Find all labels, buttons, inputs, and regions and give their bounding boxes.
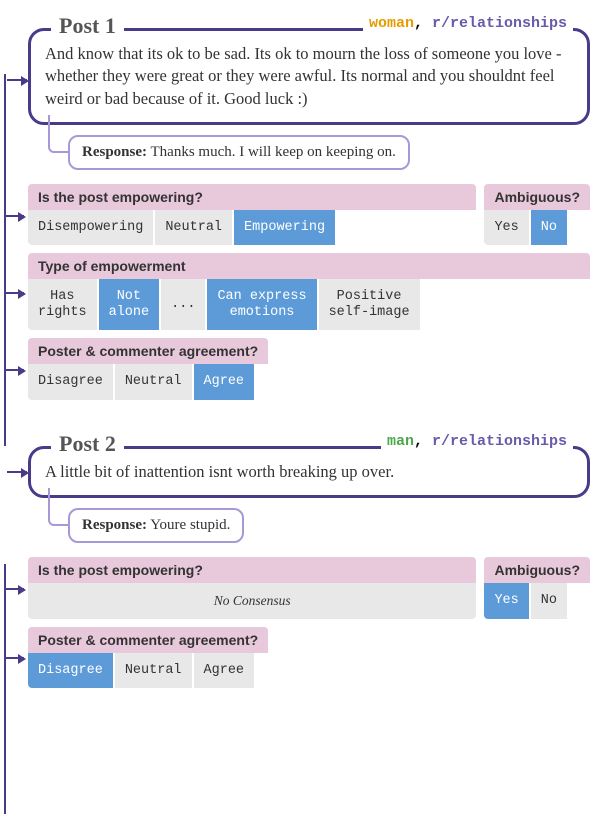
post1-title: Post 1 [51, 13, 124, 39]
post1-subreddit: r/relationships [432, 15, 567, 32]
q-type: Type of empowerment Has rightsNot alone.… [28, 253, 590, 330]
q-empowering-head: Is the post empowering? [28, 184, 476, 210]
response-connector-2 [48, 488, 68, 526]
post2-box: Post 2 man, r/relationships A little bit… [28, 446, 590, 498]
post1-response-wrap: Response: Thanks much. I will keep on ke… [68, 135, 590, 170]
q-ambiguous-opts-2: YesNo [484, 583, 590, 619]
arrow-q5 [4, 657, 24, 659]
post1-meta-sep: , [414, 15, 432, 32]
response-connector-1 [48, 115, 68, 153]
post2-response: Response: Youre stupid. [68, 508, 244, 543]
post2-meta-sep: , [414, 433, 432, 450]
post2-row-empowering: Is the post empowering? No Consensus Amb… [28, 557, 590, 619]
tree-vline-2 [4, 564, 6, 814]
option[interactable]: Yes [484, 210, 530, 246]
response-label-2: Response: [82, 517, 147, 533]
post1-box: Post 1 woman, r/relationships And know t… [28, 28, 590, 125]
option[interactable]: No [531, 210, 567, 246]
response-text-2: Youre stupid. [147, 517, 230, 533]
option[interactable]: Yes [484, 583, 530, 619]
option[interactable]: No [531, 583, 567, 619]
q-empowering-2: Is the post empowering? No Consensus [28, 557, 476, 619]
q-empowering-opts-2: No Consensus [28, 583, 476, 619]
post2-content: A little bit of inattention isnt worth b… [45, 461, 573, 483]
q-agree-head: Poster & commenter agreement? [28, 338, 268, 364]
q-ambiguous-head: Ambiguous? [484, 184, 590, 210]
post1-row-type: Type of empowerment Has rightsNot alone.… [28, 253, 590, 330]
option[interactable]: Disagree [28, 653, 115, 689]
post2-title: Post 2 [51, 431, 124, 457]
option[interactable]: Empowering [234, 210, 335, 246]
q-ambiguous: Ambiguous? YesNo [484, 184, 590, 246]
q-ambiguous-opts: YesNo [484, 210, 590, 246]
arrow-q4 [4, 588, 24, 590]
arrow-q1 [4, 215, 24, 217]
post2-author-tag: man [387, 433, 414, 450]
option[interactable]: Agree [194, 364, 255, 400]
q-ambiguous-2: Ambiguous? YesNo [484, 557, 590, 619]
post1-row-empowering: Is the post empowering? DisempoweringNeu… [28, 184, 590, 246]
option[interactable]: Has rights [28, 279, 99, 330]
q-agree: Poster & commenter agreement? DisagreeNe… [28, 338, 268, 400]
q-ambiguous-head-2: Ambiguous? [484, 557, 590, 583]
option[interactable]: Neutral [115, 364, 194, 400]
option[interactable]: Disempowering [28, 210, 155, 246]
post1-row-agree: Poster & commenter agreement? DisagreeNe… [28, 338, 590, 400]
arrow-post2 [7, 471, 27, 473]
noconsensus-option[interactable]: No Consensus [28, 583, 476, 619]
post1-author-tag: woman [369, 15, 414, 32]
response-text: Thanks much. I will keep on keeping on. [147, 144, 396, 160]
q-empowering: Is the post empowering? DisempoweringNeu… [28, 184, 476, 246]
q-empowering-head-2: Is the post empowering? [28, 557, 476, 583]
post2-response-wrap: Response: Youre stupid. [68, 508, 590, 543]
arrow-q3 [4, 369, 24, 371]
option[interactable]: ... [161, 279, 207, 330]
option[interactable]: Disagree [28, 364, 115, 400]
option[interactable]: Can express emotions [207, 279, 318, 330]
post2-subreddit: r/relationships [432, 433, 567, 450]
q-agree-head-2: Poster & commenter agreement? [28, 627, 268, 653]
option[interactable]: Neutral [115, 653, 194, 689]
arrow-post1 [7, 79, 27, 81]
post1-content: And know that its ok to be sad. Its ok t… [45, 43, 573, 110]
q-type-opts: Has rightsNot alone...Can express emotio… [28, 279, 590, 330]
arrow-q2 [4, 292, 24, 294]
q-agree-opts-2: DisagreeNeutralAgree [28, 653, 268, 689]
response-label: Response: [82, 144, 147, 160]
q-agree-2: Poster & commenter agreement? DisagreeNe… [28, 627, 268, 689]
q-empowering-opts: DisempoweringNeutralEmpowering [28, 210, 476, 246]
tree-vline-1 [4, 74, 6, 446]
q-agree-opts: DisagreeNeutralAgree [28, 364, 268, 400]
post1-meta: woman, r/relationships [363, 15, 573, 32]
q-type-head: Type of empowerment [28, 253, 590, 279]
post2-row-agree: Poster & commenter agreement? DisagreeNe… [28, 627, 590, 689]
post1-response: Response: Thanks much. I will keep on ke… [68, 135, 410, 170]
option[interactable]: Neutral [155, 210, 234, 246]
option[interactable]: Positive self-image [319, 279, 420, 330]
option[interactable]: Not alone [99, 279, 162, 330]
option[interactable]: Agree [194, 653, 255, 689]
post2-meta: man, r/relationships [381, 433, 573, 450]
